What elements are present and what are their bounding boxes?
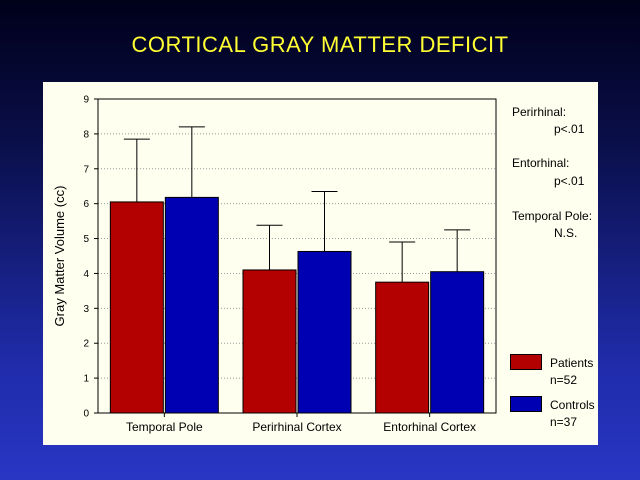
- legend-swatch-controls: [510, 396, 542, 412]
- annotation-perirhinal-label: Perirhinal:: [512, 105, 567, 119]
- legend-n-controls: n=37: [550, 415, 578, 429]
- bar-controls-0: [164, 196, 219, 414]
- legend-swatch-patients: [510, 354, 542, 370]
- y-tick-label-7: 7: [83, 164, 89, 175]
- legend-name-controls: Controls: [550, 398, 595, 412]
- annotation-temporal-pole-value: N.S.: [554, 226, 578, 240]
- legend-n-patients: n=52: [550, 373, 578, 387]
- y-tick-label-4: 4: [83, 269, 89, 280]
- bar-patients-2: [375, 281, 430, 414]
- legend-label-controls: Controls n=37: [550, 397, 595, 431]
- bar-patients-1: [242, 269, 297, 414]
- bar-chart: 0 1 2 3 4 5 6 7 8 9 Gray Matter Volume (cc) Tempora…: [52, 95, 497, 434]
- bar-controls-2: [430, 271, 485, 414]
- y-tick-label-2: 2: [83, 339, 89, 350]
- x-tick-label-2: Entorhinal Cortex: [383, 420, 476, 434]
- chart-panel: 0 1 2 3 4 5 6 7 8 9 Gray Matter Volume (cc) Tempora…: [43, 82, 598, 445]
- y-tick-label-3: 3: [83, 304, 89, 315]
- y-tick-label-0: 0: [83, 409, 89, 420]
- y-tick-label-6: 6: [83, 199, 89, 210]
- x-tick-label-1: Perirhinal Cortex: [252, 420, 341, 434]
- legend-name-patients: Patients: [550, 356, 594, 370]
- annotation-perirhinal-value: p<.01: [554, 122, 585, 136]
- legend-label-patients: Patients n=52: [550, 355, 593, 389]
- bar-controls-1: [297, 250, 352, 414]
- bar-patients-0: [109, 201, 164, 414]
- y-axis-label: Gray Matter Volume (cc): [52, 186, 67, 327]
- annotation-temporal-pole-label: Temporal Pole:: [512, 209, 593, 223]
- slide-title: CORTICAL GRAY MATTER DEFICIT: [131, 32, 509, 57]
- y-tick-label-5: 5: [83, 234, 89, 245]
- x-tick-label-0: Temporal Pole: [126, 420, 203, 434]
- y-tick-label-1: 1: [83, 374, 89, 385]
- annotation-entorhinal-value: p<.01: [554, 174, 585, 188]
- y-tick-label-9: 9: [83, 95, 89, 106]
- y-tick-label-8: 8: [83, 129, 89, 140]
- annotation-entorhinal-label: Entorhinal:: [512, 156, 570, 170]
